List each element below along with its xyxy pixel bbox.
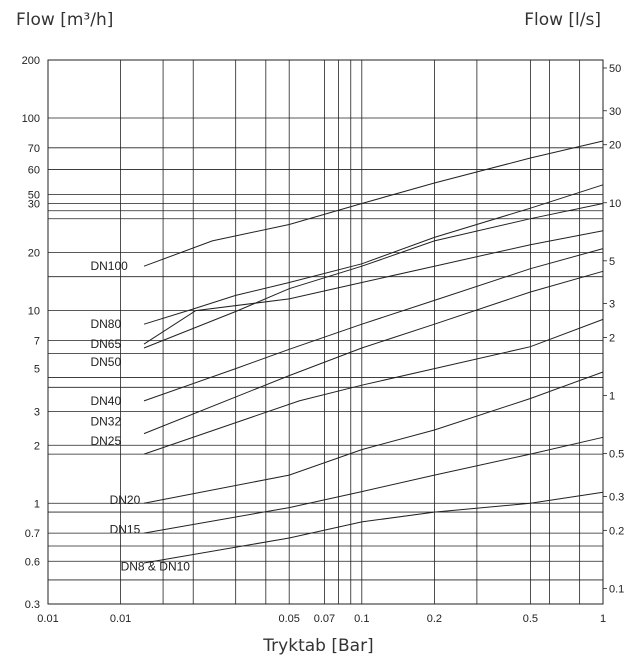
x-tick-label: 0.5 [523,613,538,625]
right-axis-title: Flow [l/s] [524,10,601,30]
left-axis-title: Flow [m³/h] [16,10,114,30]
y-right-tick-label: 0.2 [609,525,624,537]
series-label-dn20: DN20 [110,493,141,507]
y-left-tick-label: 0.7 [25,528,40,540]
series-line-dn20 [143,371,604,504]
y-left-tick-label: 5 [34,364,40,376]
x-tick-label: 0.1 [354,613,369,625]
series-line-dn15 [143,436,604,534]
x-tick-label: 0.01 [37,613,58,625]
plot-frame [47,59,604,605]
series-label-dn32: DN32 [90,415,121,429]
x-tick-label: 0.05 [278,613,299,625]
x-tick-label: 0.07 [314,613,335,625]
series-line-dn50 [143,203,604,349]
y-left-tick-label: 2 [34,440,40,452]
y-right-tick-label: 3 [609,299,615,311]
series-line-dn25 [143,318,604,455]
grid [48,59,604,605]
y-left-tick-label: 20 [28,248,40,260]
y-right-tick-label: 0.3 [609,491,624,503]
series-line-dn100 [143,140,604,267]
y-left-tick-label: 10 [28,306,40,318]
y-right-tick-label: 1 [609,391,615,403]
y-right-tick-label: 10 [609,198,621,210]
x-tick-label: 0.2 [427,613,442,625]
series-label-dn65: DN65 [90,337,121,351]
y-left-tick-label: 0.6 [25,556,40,568]
y-right-tick-label: 2 [609,333,615,345]
y-left-tick-label: 30 [28,198,40,210]
series-line-dn8-dn10 [143,491,604,564]
y-left-tick-label: 200 [22,55,40,67]
series-label-dn25: DN25 [90,434,121,448]
series-label-dn100: DN100 [90,259,128,273]
y-left-tick-label: 60 [28,165,40,177]
y-right-tick-label: 5 [609,256,615,268]
y-left-tick-label: 70 [28,143,40,155]
y-right-tick-label: 50 [609,63,621,75]
x-tick-label: 1 [600,613,606,625]
y-left-tick-label: 50 [28,190,40,202]
y-left-tick-label: 3 [34,406,40,418]
series-line-dn80 [143,184,604,325]
series-label-dn40: DN40 [90,394,121,408]
x-axis-title: Tryktab [Bar] [263,636,374,656]
y-left-tick-label: 0.3 [25,599,40,611]
series-labels: DN100 DN80 DN65 DN50 DN40 DN32 DN25 DN20 DN15 DN8… [90,259,190,573]
axis-ticks: 0.01 0.01 0.05 0.07 0.1 0.2 0.5 120010070605030… [22,55,625,625]
series-line-dn32 [143,270,604,435]
series-label-dn15: DN15 [110,523,141,537]
y-left-tick-label: 100 [22,113,40,125]
y-left-tick-label: 7 [34,335,40,347]
series-line-dn65 [143,230,604,345]
series-lines [143,140,604,564]
x-tick-label: 0.01 [110,613,131,625]
y-right-tick-label: 0.1 [609,583,624,595]
y-right-tick-label: 20 [609,140,621,152]
series-line-dn40 [143,248,604,402]
series-label-dn8-dn10: DN8 & DN10 [121,559,191,573]
y-right-tick-label: 30 [609,106,621,118]
series-label-dn50: DN50 [90,355,121,369]
y-right-tick-label: 0.5 [609,449,624,461]
y-left-tick-label: 1 [34,498,40,510]
series-label-dn80: DN80 [90,317,121,331]
